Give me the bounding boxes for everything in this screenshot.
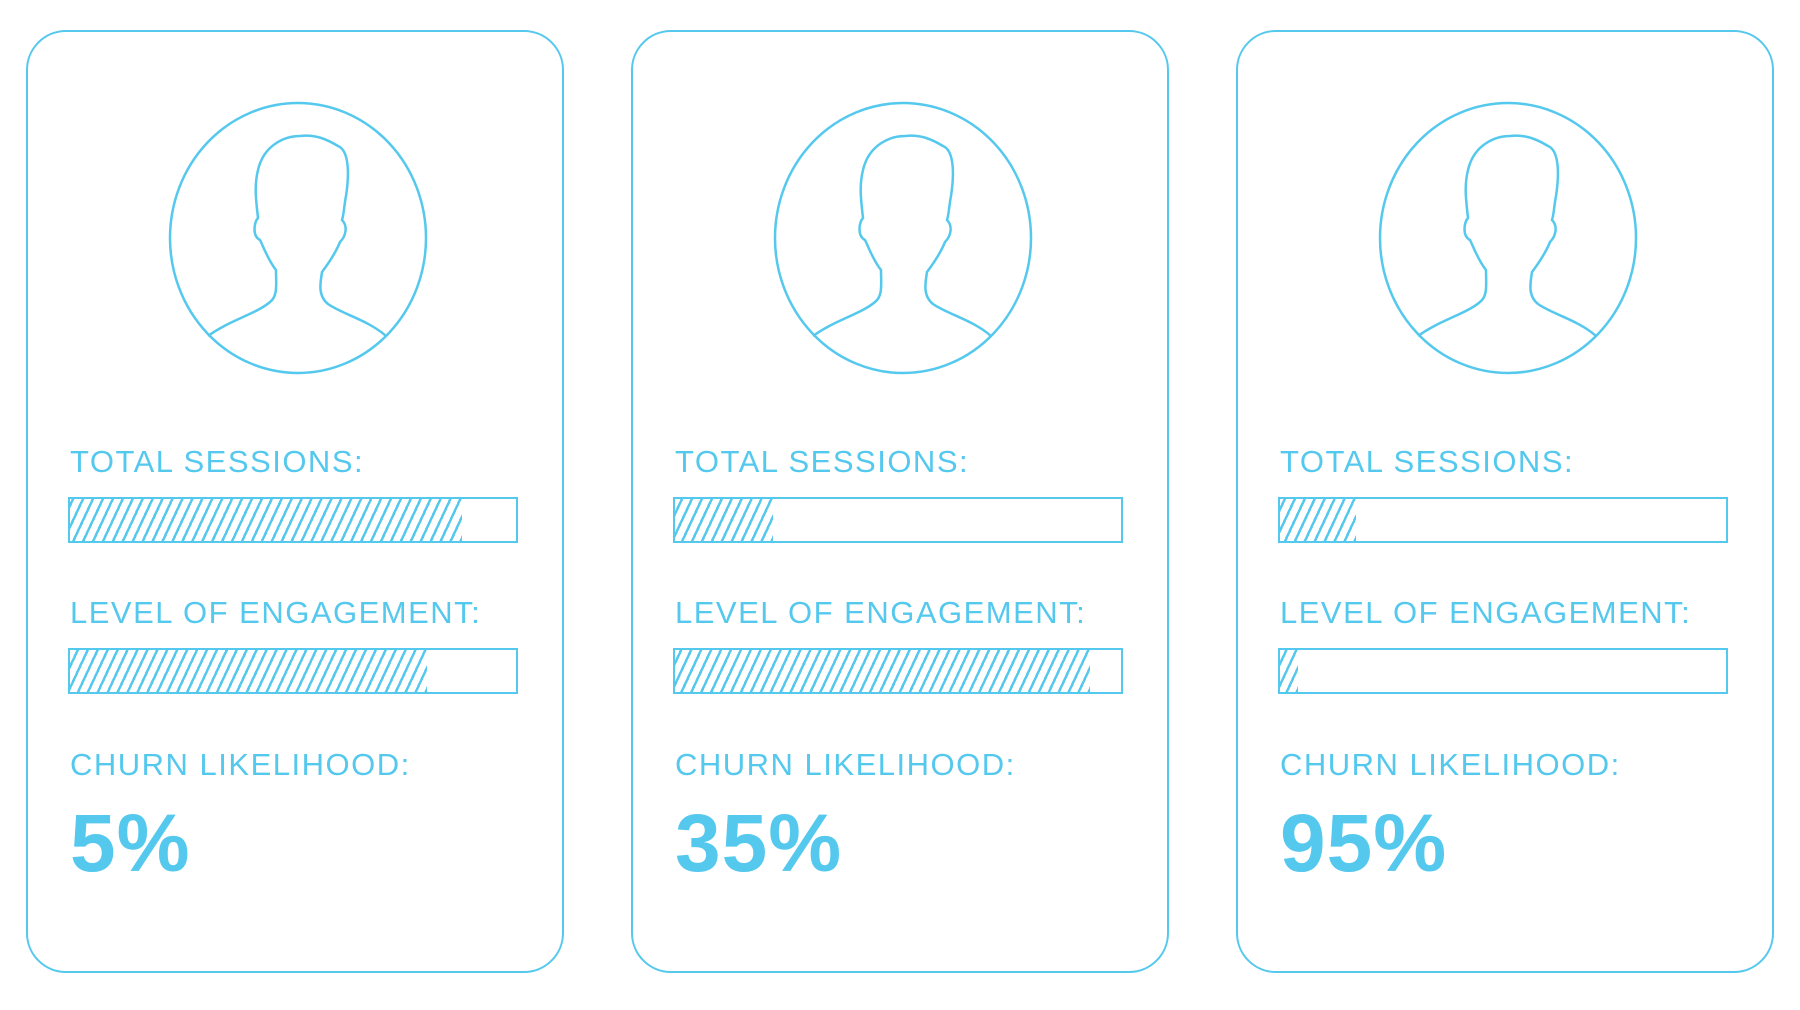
total-sessions-bar-fill [675, 499, 776, 541]
churn-likelihood-label: CHURN LIKELIHOOD: [70, 747, 411, 782]
churn-likelihood-label: CHURN LIKELIHOOD: [1280, 747, 1621, 782]
total-sessions-bar-fill [70, 499, 465, 541]
user-card: TOTAL SESSIONS: LEVEL OF ENGAGEMENT: CHU… [26, 30, 564, 973]
engagement-label: LEVEL OF ENGAGEMENT: [70, 595, 482, 630]
engagement-label: LEVEL OF ENGAGEMENT: [675, 595, 1087, 630]
engagement-bar [1278, 648, 1728, 694]
engagement-bar-fill [675, 650, 1092, 692]
user-avatar-icon [773, 100, 1033, 376]
churn-likelihood-value: 95% [1280, 798, 1448, 889]
churn-likelihood-value: 35% [675, 798, 843, 889]
engagement-label: LEVEL OF ENGAGEMENT: [1280, 595, 1692, 630]
churn-likelihood-label: CHURN LIKELIHOOD: [675, 747, 1016, 782]
total-sessions-label: TOTAL SESSIONS: [675, 444, 970, 479]
churn-likelihood-value: 5% [70, 798, 191, 889]
total-sessions-label: TOTAL SESSIONS: [1280, 444, 1575, 479]
user-card: TOTAL SESSIONS: LEVEL OF ENGAGEMENT: CHU… [1236, 30, 1774, 973]
engagement-bar [68, 648, 518, 694]
engagement-bar [673, 648, 1123, 694]
user-avatar-icon [1378, 100, 1638, 376]
engagement-bar-fill [1280, 650, 1300, 692]
total-sessions-bar [673, 497, 1123, 543]
total-sessions-bar-fill [1280, 499, 1358, 541]
engagement-bar-fill [70, 650, 429, 692]
total-sessions-bar [68, 497, 518, 543]
total-sessions-label: TOTAL SESSIONS: [70, 444, 365, 479]
total-sessions-bar [1278, 497, 1728, 543]
user-avatar-icon [168, 100, 428, 376]
user-card: TOTAL SESSIONS: LEVEL OF ENGAGEMENT: CHU… [631, 30, 1169, 973]
